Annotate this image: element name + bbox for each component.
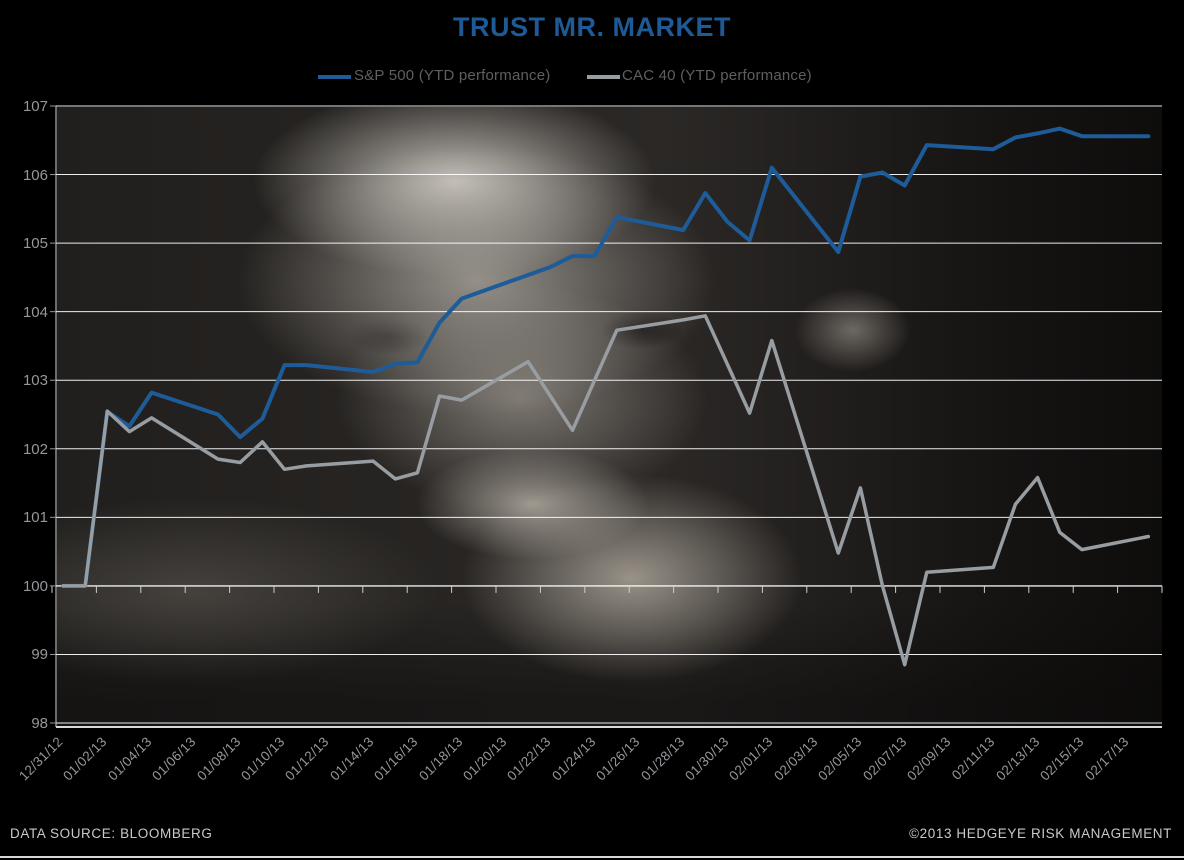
y-axis-label: 107 — [22, 98, 48, 115]
data-source-note: DATA SOURCE: BLOOMBERG — [10, 826, 213, 841]
y-axis-label: 99 — [31, 646, 48, 664]
eisenhower-portrait-background — [57, 107, 1162, 727]
sp500-legend-label: S&P 500 (YTD performance) — [354, 67, 551, 84]
sp500-legend-swatch — [318, 75, 351, 79]
cac40-legend-swatch — [587, 75, 620, 79]
y-axis-label: 100 — [22, 577, 48, 595]
y-axis-label: 101 — [22, 509, 48, 527]
y-axis-label: 103 — [22, 372, 48, 390]
sp500-line — [61, 126, 1151, 588]
chart-title: TRUST MR. MARKET — [453, 12, 731, 42]
cac40-legend-label: CAC 40 (YTD performance) — [622, 67, 812, 84]
cac40-line — [61, 314, 1151, 667]
y-axis-label: 106 — [22, 166, 48, 184]
bottom-rule — [0, 856, 1184, 858]
y-axis-label: 105 — [22, 235, 48, 253]
y-axis-label: 102 — [22, 440, 48, 458]
y-axis-label: 104 — [22, 303, 48, 321]
copyright-note: ©2013 HEDGEYE RISK MANAGEMENT — [909, 826, 1172, 841]
y-axis-label: 98 — [31, 715, 48, 732]
